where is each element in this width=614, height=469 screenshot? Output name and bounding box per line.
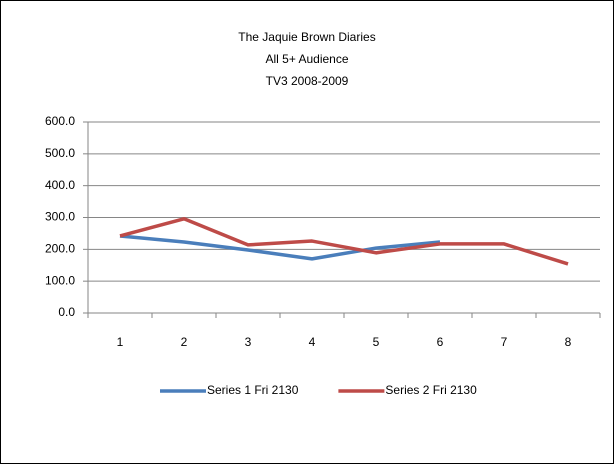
series-line: [119, 234, 441, 261]
y-tick-label: 500.0: [45, 146, 75, 160]
x-tick-label: 2: [181, 335, 188, 349]
y-tick-label: 0.0: [58, 305, 75, 319]
x-tick-label: 5: [373, 335, 380, 349]
x-tick-label: 1: [117, 335, 124, 349]
x-tick-label: 3: [245, 335, 252, 349]
x-tick-label: 8: [565, 335, 572, 349]
chart-title: The Jaquie Brown Diaries: [238, 30, 375, 44]
y-tick-label: 100.0: [45, 273, 75, 287]
x-tick-label: 7: [501, 335, 508, 349]
x-tick-label: 4: [309, 335, 316, 349]
y-tick-label: 300.0: [45, 210, 75, 224]
series-line: [119, 217, 569, 266]
legend-label: Series 2 Fri 2130: [385, 383, 477, 397]
x-tick-label: 6: [437, 335, 444, 349]
chart-subtitle: TV3 2008-2009: [266, 74, 349, 88]
chart-subtitle: All 5+ Audience: [265, 52, 348, 66]
y-tick-label: 200.0: [45, 242, 75, 256]
legend-label: Series 1 Fri 2130: [207, 383, 299, 397]
y-tick-label: 600.0: [45, 114, 75, 128]
y-tick-label: 400.0: [45, 178, 75, 192]
